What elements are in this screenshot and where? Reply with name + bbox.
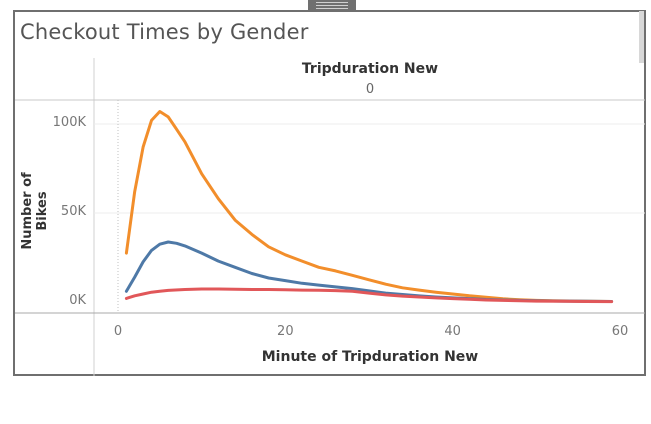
x-tick-label: 60 [611,324,629,339]
chart-title: Checkout Times by Gender [20,20,309,44]
series-line-1 [124,110,614,303]
resize-grip-icon[interactable] [308,0,356,10]
column-header-field: Tripduration New [301,61,439,77]
x-tick-label: 20 [277,324,294,339]
x-tick-label: 0 [113,324,123,339]
series-line-3 [124,287,614,304]
column-header-value: 0 [365,82,375,97]
x-axis-label: Minute of Tripduration New [261,349,479,365]
y-tick-label: 100K [52,115,86,130]
y-tick-label: 50K [60,204,86,219]
y-axis-label: Number of Bikes [20,172,50,250]
y-tick-label: 0K [69,293,86,308]
scrollbar[interactable] [639,11,644,63]
x-tick-label: 40 [444,324,461,339]
